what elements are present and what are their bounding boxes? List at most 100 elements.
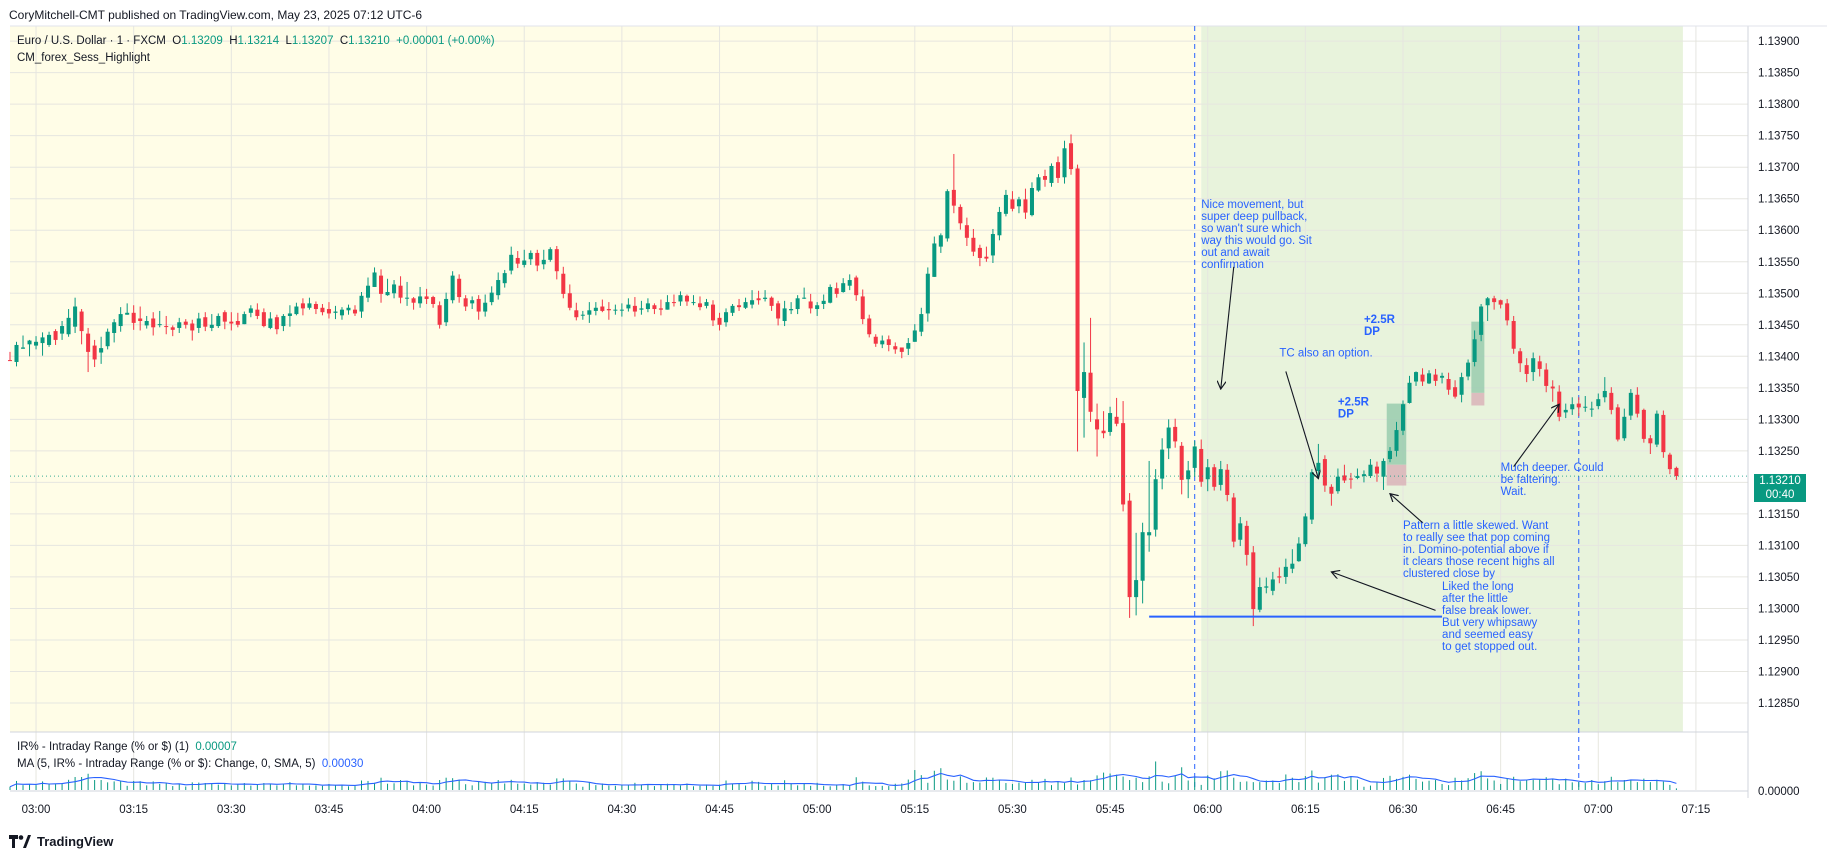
candle-up xyxy=(209,324,214,328)
candle-down xyxy=(567,293,572,308)
annotation-line: it clears those recent highs all xyxy=(1403,556,1555,568)
candle-up xyxy=(1036,177,1041,191)
candle-up xyxy=(1472,339,1477,362)
candle-up xyxy=(1108,413,1113,432)
candle-up xyxy=(1459,377,1464,395)
candle-up xyxy=(587,310,592,315)
candle-up xyxy=(339,309,344,316)
price-tick-label: 1.13400 xyxy=(1758,351,1800,363)
annotation-line: Nice movement, but xyxy=(1201,199,1304,211)
candle-down xyxy=(860,296,865,320)
time-tick-label: 06:00 xyxy=(1193,804,1222,816)
ma-line xyxy=(9,772,1677,788)
candle-up xyxy=(919,314,924,332)
candle-down xyxy=(476,298,481,312)
candle-down xyxy=(632,305,637,312)
candle-up xyxy=(691,302,696,304)
candle-down xyxy=(1609,392,1614,410)
candle-down xyxy=(1322,459,1327,486)
candle-up xyxy=(997,211,1002,236)
candle-up xyxy=(281,315,286,327)
annotation-line: false break lower. xyxy=(1442,605,1532,617)
candle-up xyxy=(242,314,247,325)
candle-down xyxy=(79,311,84,332)
candle-down xyxy=(1544,369,1549,386)
low-value: 1.13207 xyxy=(291,35,334,47)
candle-down xyxy=(1674,467,1679,477)
candle-down xyxy=(899,347,904,352)
annotation-text: +2.5R DP xyxy=(1364,314,1396,338)
candle-down xyxy=(977,247,982,258)
annotation-line: Much deeper. Could xyxy=(1501,462,1604,474)
price-tick-label: 1.13650 xyxy=(1758,194,1800,206)
candle-up xyxy=(1257,587,1262,610)
candle-down xyxy=(1492,298,1497,303)
annotation-line: DP xyxy=(1338,408,1354,420)
ma-legend[interactable]: MA (5, IR% - Intraday Range (% or $): Ch… xyxy=(17,758,363,770)
candle-up xyxy=(112,322,117,333)
candle-down xyxy=(697,303,703,308)
candle-down xyxy=(53,331,58,340)
time-tick-label: 03:30 xyxy=(217,804,246,816)
candle-up xyxy=(1238,523,1243,540)
ir-legend[interactable]: IR% - Intraday Range (% or $) (1) 0.0000… xyxy=(17,741,237,753)
candle-up xyxy=(496,280,501,296)
candle-up xyxy=(268,318,273,328)
candle-down xyxy=(1453,387,1458,397)
candle-down xyxy=(1635,394,1640,414)
candle-up xyxy=(1387,450,1393,460)
candle-down xyxy=(658,308,663,310)
candle-down xyxy=(561,273,566,294)
candle-up xyxy=(333,311,338,313)
candle-down xyxy=(873,336,878,344)
candle-down xyxy=(684,295,689,302)
annotation-line: Liked the long xyxy=(1442,581,1514,593)
candle-down xyxy=(893,346,898,350)
annotation-arrow xyxy=(1285,371,1319,478)
price-tick-label: 1.13300 xyxy=(1758,414,1800,426)
candle-up xyxy=(444,298,449,323)
candle-down xyxy=(1518,351,1523,364)
candle-down xyxy=(300,303,305,309)
candle-up xyxy=(626,304,631,309)
candle-up xyxy=(704,302,709,306)
candle-up xyxy=(1309,472,1314,520)
candle-down xyxy=(131,312,136,323)
candle-up xyxy=(1140,532,1145,581)
candle-up xyxy=(763,297,768,299)
candle-down xyxy=(274,317,279,330)
symbol-legend[interactable]: Euro / U.S. Dollar · 1 · FXCM O1.13209 H… xyxy=(17,35,495,47)
candle-down xyxy=(255,309,260,316)
candle-down xyxy=(1348,478,1353,480)
high-value: 1.13214 xyxy=(237,35,280,47)
candle-down xyxy=(313,303,318,310)
price-tick-label: 1.12950 xyxy=(1758,635,1800,647)
candle-up xyxy=(157,324,162,326)
candle-up xyxy=(906,343,911,349)
candle-down xyxy=(1127,500,1132,598)
candle-up xyxy=(27,340,32,345)
symbol-name[interactable]: Euro / U.S. Dollar · 1 · FXCM xyxy=(17,35,166,47)
session-indicator-legend[interactable]: CM_forex_Sess_Highlight xyxy=(17,52,150,64)
ir-histogram xyxy=(9,761,1677,790)
candle-up xyxy=(47,334,52,345)
annotation-text: Nice movement, but super deep pullback, so… xyxy=(1200,199,1312,271)
candle-down xyxy=(1121,423,1126,505)
candle-up xyxy=(925,273,930,314)
candle-up xyxy=(1134,580,1139,598)
price-tick-label: 1.13000 xyxy=(1758,603,1800,615)
candle-down xyxy=(1615,407,1620,440)
low-label: L xyxy=(285,35,292,47)
price-tick-label: 1.13600 xyxy=(1758,225,1800,237)
candle-up xyxy=(1400,404,1406,431)
candle-up xyxy=(1355,476,1360,478)
tradingview-logo[interactable]: TradingView xyxy=(9,834,113,849)
candle-up xyxy=(1466,362,1471,377)
candle-down xyxy=(235,321,240,325)
candle-down xyxy=(1231,497,1236,542)
candle-up xyxy=(743,302,748,308)
candle-down xyxy=(515,257,520,264)
candle-down xyxy=(1641,409,1646,439)
candle-down xyxy=(1042,176,1048,180)
